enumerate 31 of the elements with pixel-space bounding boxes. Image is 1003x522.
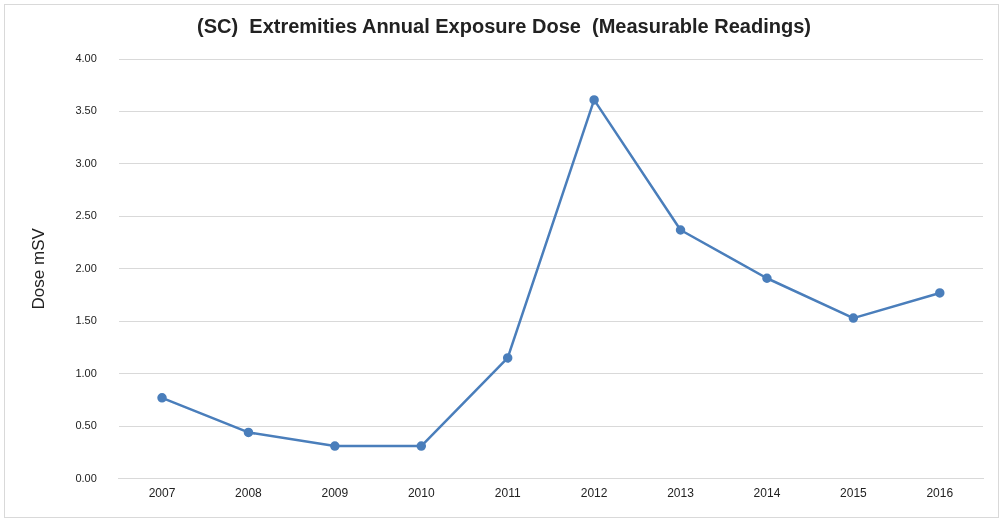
x-tick-label: 2007 [148,486,176,501]
point [675,225,686,235]
x-tick-label: 2010 [407,486,435,501]
y-tick-label: 4.00 [75,52,97,65]
y-tick-label: 3.50 [75,104,97,117]
point [589,95,599,105]
point [502,353,513,363]
y-tick-label: 2.50 [75,209,97,222]
x-tick-label: 2016 [926,486,954,501]
x-tick-label: 2008 [235,486,263,501]
y-tick-label: 1.50 [75,314,97,327]
y-tick-label: 0.50 [75,419,97,432]
x-tick-label: 2014 [753,486,781,501]
point [330,441,340,451]
y-tick-label: 3.00 [75,156,97,169]
y-tick-label: 2.00 [75,261,97,274]
point [935,288,945,298]
x-tick-label: 2011 [494,486,521,501]
point [762,273,772,283]
point [243,427,254,438]
x-tick-label: 2015 [840,486,868,501]
point [157,393,167,403]
x-tick-label: 2012 [580,486,608,501]
point [848,313,859,323]
x-tick-label: 2009 [321,486,349,501]
chart-title: (SC) Extremities Annual Exposure Dose (Measurable Readings) [197,14,811,37]
y-axis-title: Dose mSV [28,227,48,310]
y-tick-label: 1.00 [75,366,97,379]
point [416,441,427,451]
y-tick-label: 0.00 [75,471,97,484]
x-tick-label: 2013 [667,486,695,501]
